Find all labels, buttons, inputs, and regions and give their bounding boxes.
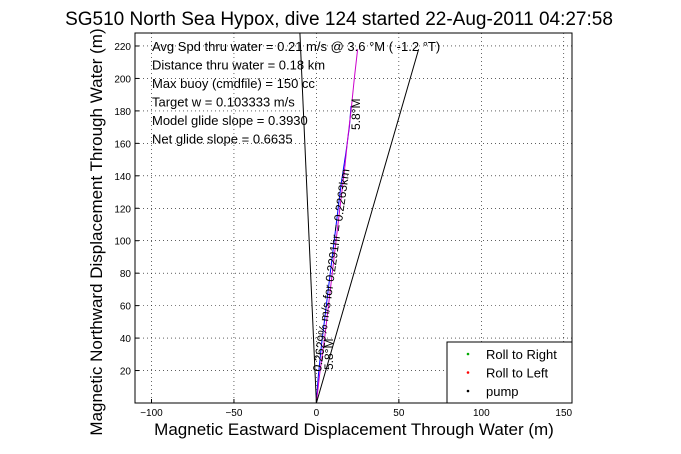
legend-label: pump — [486, 384, 519, 399]
x-tick-label: −100 — [140, 408, 163, 419]
series-layer — [299, 32, 420, 404]
y-tick-label: 80 — [120, 269, 132, 280]
y-tick-label: 140 — [114, 172, 131, 183]
legend-label: Roll to Left — [486, 366, 549, 381]
annotation-layer: 0.2629% m/s for 0.2291hr = 0.2263km5.8°M… — [310, 99, 363, 373]
info-line: Avg Spd thru water = 0.21 m/s @ 3.6 °M (… — [152, 39, 440, 54]
info-block: Avg Spd thru water = 0.21 m/s @ 3.6 °M (… — [152, 39, 440, 147]
x-tick-label: 150 — [555, 408, 572, 419]
plot-frame — [134, 32, 573, 404]
info-line: Distance thru water = 0.18 km — [152, 58, 325, 73]
info-line: Net glide slope = 0.6635 — [152, 132, 293, 147]
x-tick-label: 0 — [314, 408, 320, 419]
y-tick-label: 120 — [114, 204, 131, 215]
y-axis-ticks: 20 40 60 80 100 120 140 160 180 200 220 — [114, 42, 139, 378]
x-tick-label: 50 — [393, 408, 405, 419]
legend-marker — [466, 371, 470, 374]
heading-annotation: 5.8°M — [322, 339, 336, 370]
y-tick-label: 40 — [120, 334, 132, 345]
series-line-1 — [315, 49, 359, 404]
y-axis-label: Magnetic Northward Displacement Through … — [87, 28, 106, 435]
legend-label: Roll to Right — [486, 347, 557, 362]
y-tick-label: 180 — [114, 107, 131, 118]
y-tick-label: 220 — [114, 42, 131, 53]
heading-annotation: 5.8°M — [349, 99, 363, 130]
x-tick-label: 100 — [473, 408, 490, 419]
y-tick-label: 200 — [114, 74, 131, 85]
legend: Roll to Right Roll to Left pump — [446, 341, 573, 404]
y-tick-label: 100 — [114, 237, 131, 248]
y-tick-label: 60 — [120, 302, 132, 313]
info-line: Target w = 0.103333 m/s — [152, 95, 295, 110]
x-tick-label: −50 — [225, 408, 242, 419]
x-axis-label: Magnetic Eastward Displacement Through W… — [154, 420, 554, 439]
series-line-3 — [315, 49, 420, 404]
legend-marker — [466, 389, 470, 393]
info-line: Model glide slope = 0.3930 — [152, 113, 308, 128]
chart-title: SG510 North Sea Hypox, dive 124 started … — [65, 9, 613, 30]
y-tick-label: 160 — [114, 139, 131, 150]
y-tick-label: 20 — [120, 367, 132, 378]
legend-marker — [466, 352, 470, 356]
info-line: Max buoy (cmdfile) = 150 cc — [152, 76, 315, 91]
series-line-2 — [299, 32, 317, 404]
